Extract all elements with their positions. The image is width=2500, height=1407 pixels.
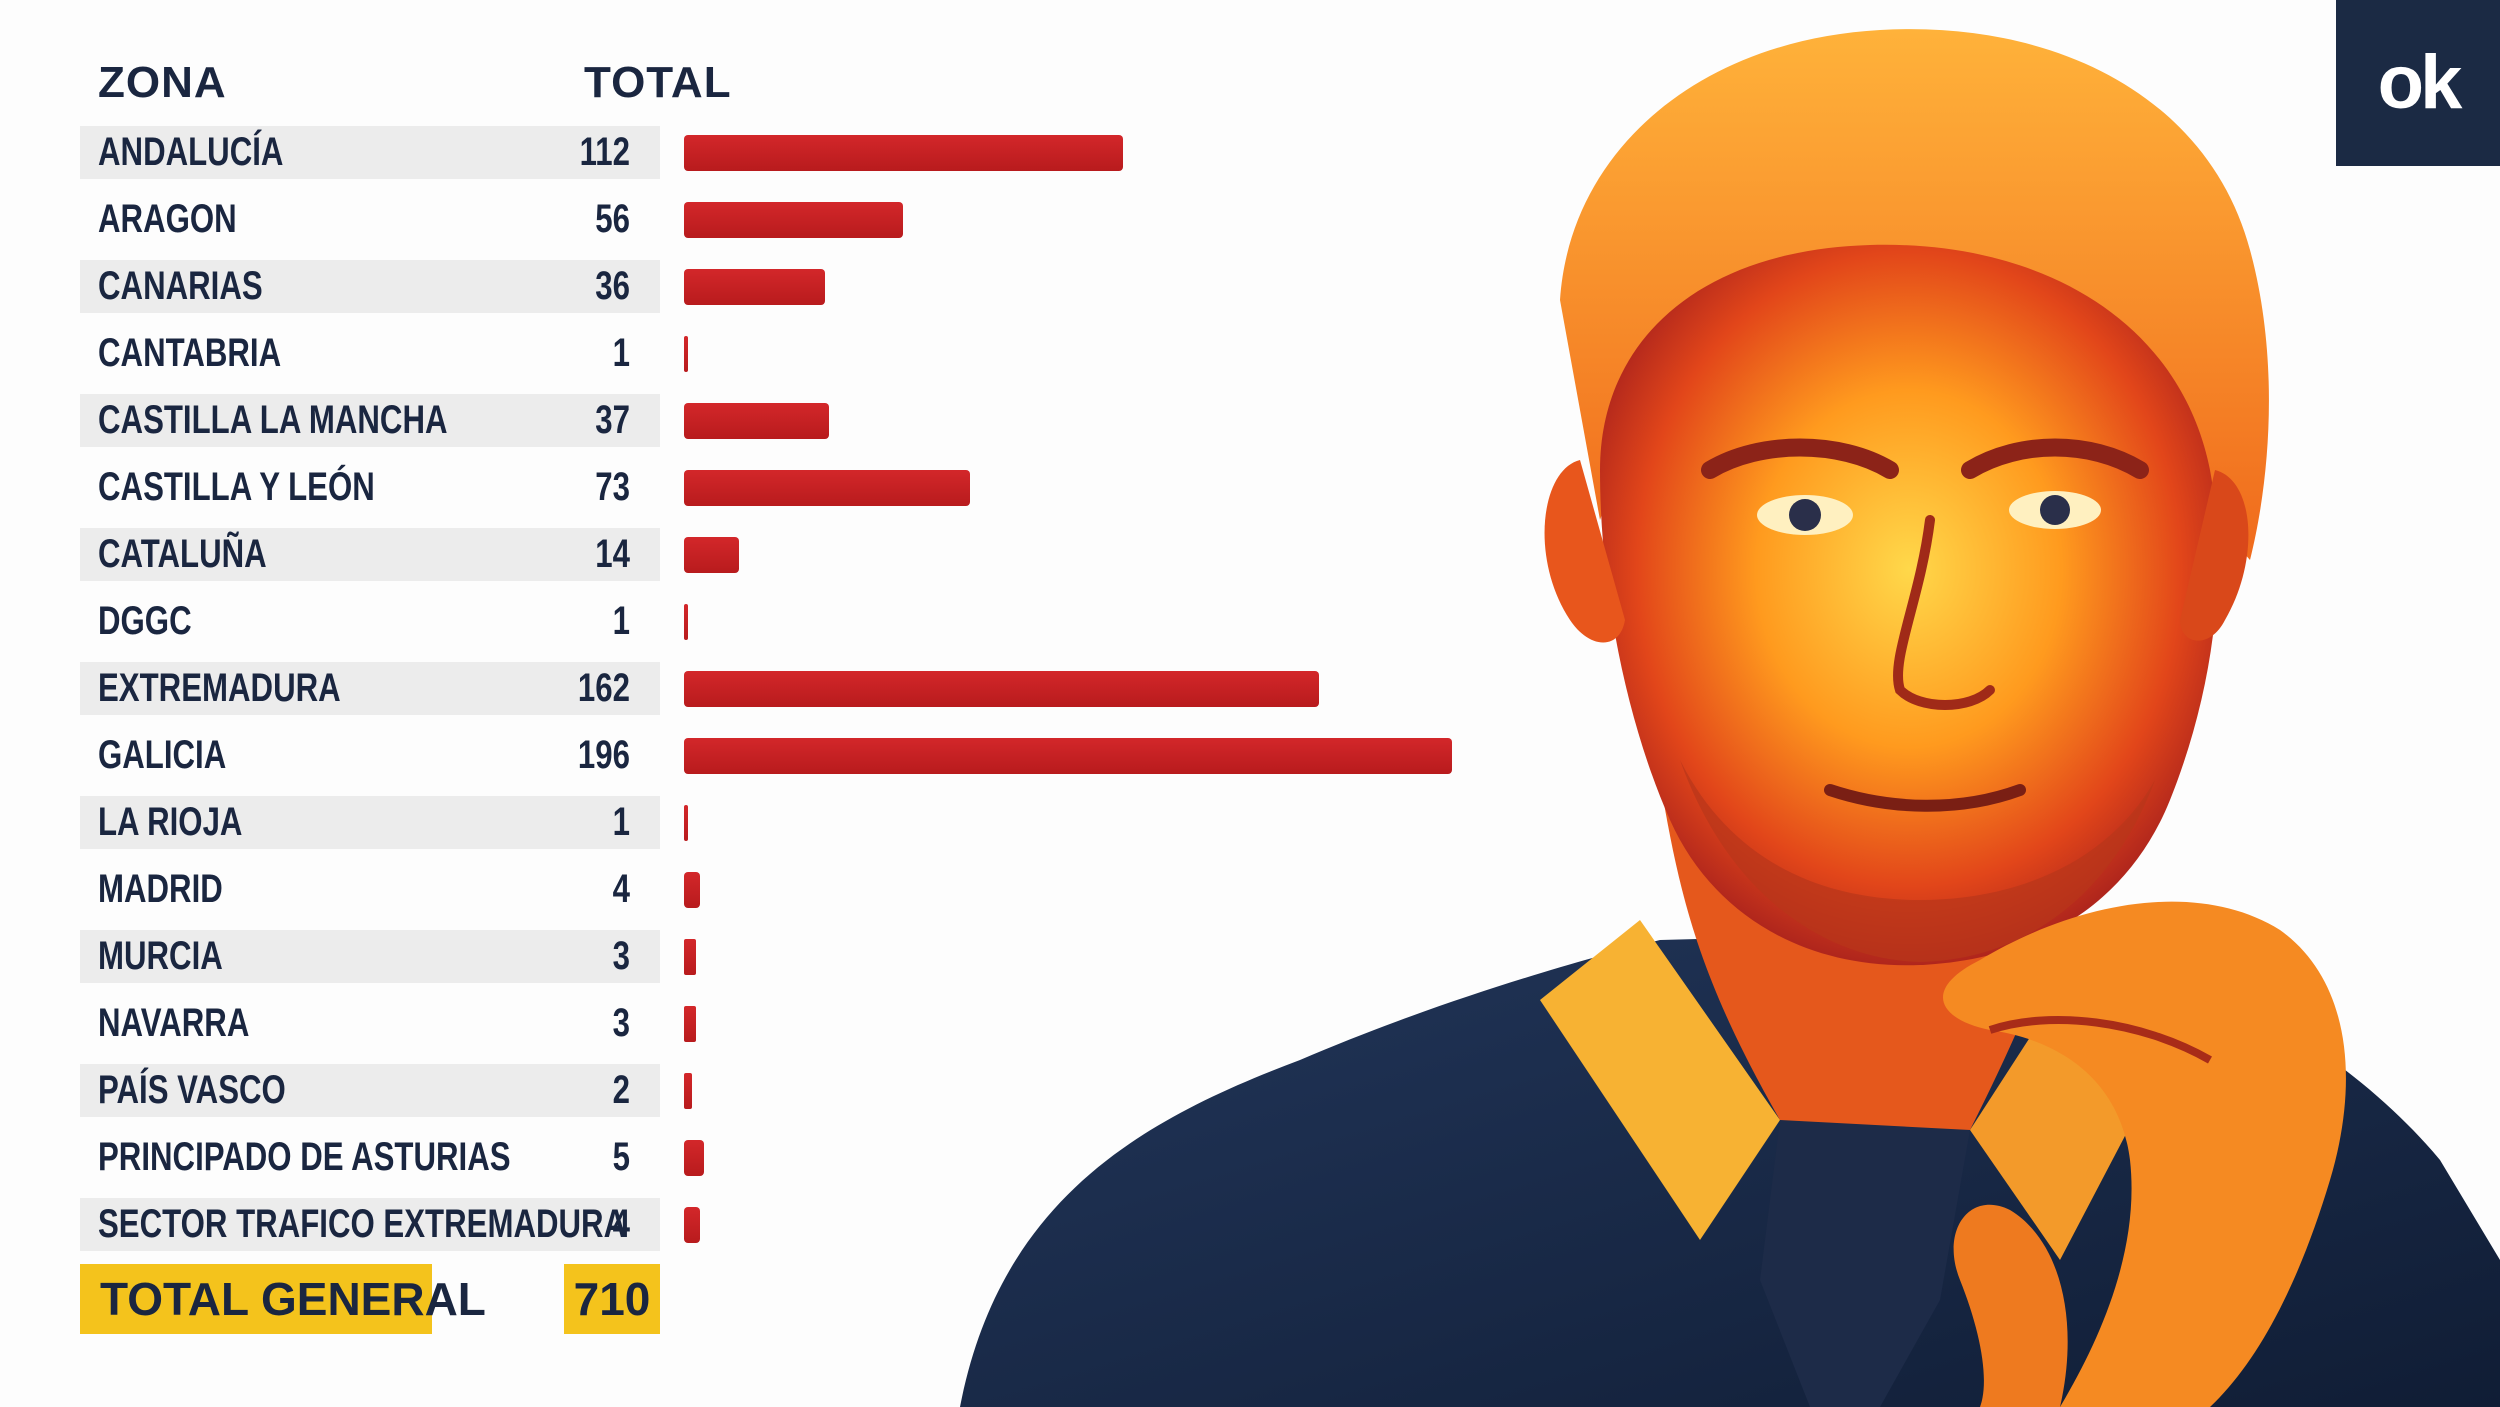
value-label: 73 — [595, 465, 630, 509]
value-label: 3 — [612, 934, 630, 978]
value-label: 4 — [612, 1202, 630, 1246]
category-label: ANDALUCÍA — [98, 130, 284, 174]
value-label: 1 — [612, 599, 630, 643]
value-label: 196 — [577, 733, 630, 777]
category-label: CASTILLA Y LEÓN — [98, 465, 375, 509]
row-background — [80, 1064, 660, 1117]
value-label: 2 — [612, 1068, 630, 1112]
row-background — [80, 1198, 660, 1251]
value-label: 4 — [612, 867, 630, 911]
bar — [684, 670, 1319, 707]
bar — [684, 938, 696, 975]
bar — [684, 871, 700, 908]
column-header-zona: ZONA — [98, 58, 227, 107]
value-label: 5 — [612, 1135, 630, 1179]
category-label: DGGC — [98, 599, 192, 643]
category-label: PRINCIPADO DE ASTURIAS — [98, 1135, 511, 1179]
category-label: GALICIA — [98, 733, 227, 777]
category-label: CANARIAS — [98, 264, 263, 308]
category-label: MURCIA — [98, 934, 223, 978]
value-label: 3 — [612, 1001, 630, 1045]
row-background — [80, 528, 660, 581]
category-label: PAÍS VASCO — [98, 1068, 286, 1112]
bar — [684, 335, 688, 372]
ok-logo: ok — [2336, 0, 2500, 166]
row-background — [80, 394, 660, 447]
bar — [684, 737, 1452, 774]
category-label: SECTOR TRAFICO EXTREMADURA — [98, 1202, 627, 1246]
bar — [684, 603, 688, 640]
total-value: 710 — [573, 1273, 651, 1325]
ok-logo-text: ok — [2377, 40, 2463, 125]
row-background — [80, 126, 660, 179]
value-label: 1 — [612, 331, 630, 375]
category-label: LA RIOJA — [98, 800, 243, 844]
category-label: CASTILLA LA MANCHA — [98, 398, 448, 442]
category-label: ARAGON — [98, 197, 237, 241]
total-label-box — [80, 1264, 432, 1334]
row-background — [80, 930, 660, 983]
bar — [684, 201, 904, 238]
bar — [684, 1206, 700, 1243]
bar — [684, 402, 829, 439]
value-label: 36 — [595, 264, 630, 308]
category-label: NAVARRA — [98, 1001, 250, 1045]
row-background — [80, 260, 660, 313]
portrait-illustration — [960, 29, 2500, 1407]
value-label: 162 — [577, 666, 630, 710]
column-header-total: TOTAL — [584, 58, 732, 107]
value-label: 1 — [612, 800, 630, 844]
category-label: EXTREMADURA — [98, 666, 341, 710]
row-background — [80, 662, 660, 715]
bar — [684, 804, 688, 841]
bar — [684, 1072, 692, 1109]
total-value-box — [564, 1264, 660, 1334]
bar — [684, 1005, 696, 1042]
row-background — [80, 796, 660, 849]
bar — [684, 1139, 704, 1176]
category-label: CANTABRIA — [98, 331, 282, 375]
category-label: MADRID — [98, 867, 223, 911]
value-label: 112 — [579, 130, 630, 174]
value-label: 37 — [595, 398, 630, 442]
bar — [684, 268, 826, 305]
bar — [684, 469, 971, 506]
bar — [684, 536, 739, 573]
bar — [684, 134, 1123, 171]
total-label: TOTAL GENERAL — [100, 1273, 486, 1325]
value-label: 14 — [595, 532, 630, 576]
value-label: 56 — [595, 197, 630, 241]
category-label: CATALUÑA — [98, 532, 267, 576]
